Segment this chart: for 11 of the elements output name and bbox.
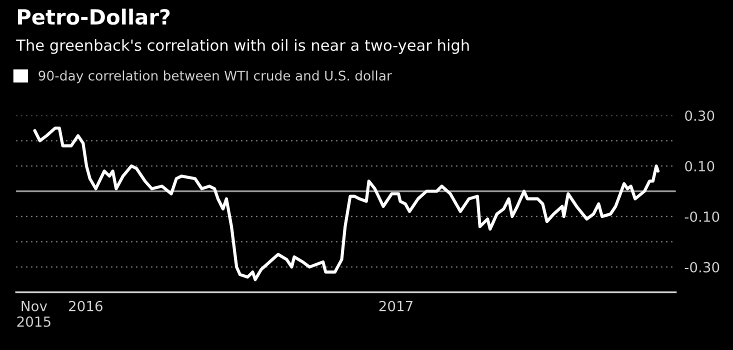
- chart-title: Petro-Dollar?: [18, 8, 170, 25]
- x-tick-label: 2017: [379, 300, 412, 312]
- y-tick-label: 0.30: [685, 110, 714, 121]
- y-tick-label: -0.10: [684, 211, 720, 222]
- x-tick-label: 2016: [69, 300, 102, 312]
- line-series: [33, 126, 660, 282]
- x-tick-label: Nov 2015: [17, 301, 50, 327]
- legend-label: 90-day correlation between WTI crude and U.S. dollar: [38, 70, 392, 84]
- chart-subtitle: The greenback's correlation with oil is near a two-year high: [16, 39, 469, 54]
- y-tick-label: 0.10: [685, 160, 714, 172]
- y-tick-label: -0.30: [684, 262, 720, 272]
